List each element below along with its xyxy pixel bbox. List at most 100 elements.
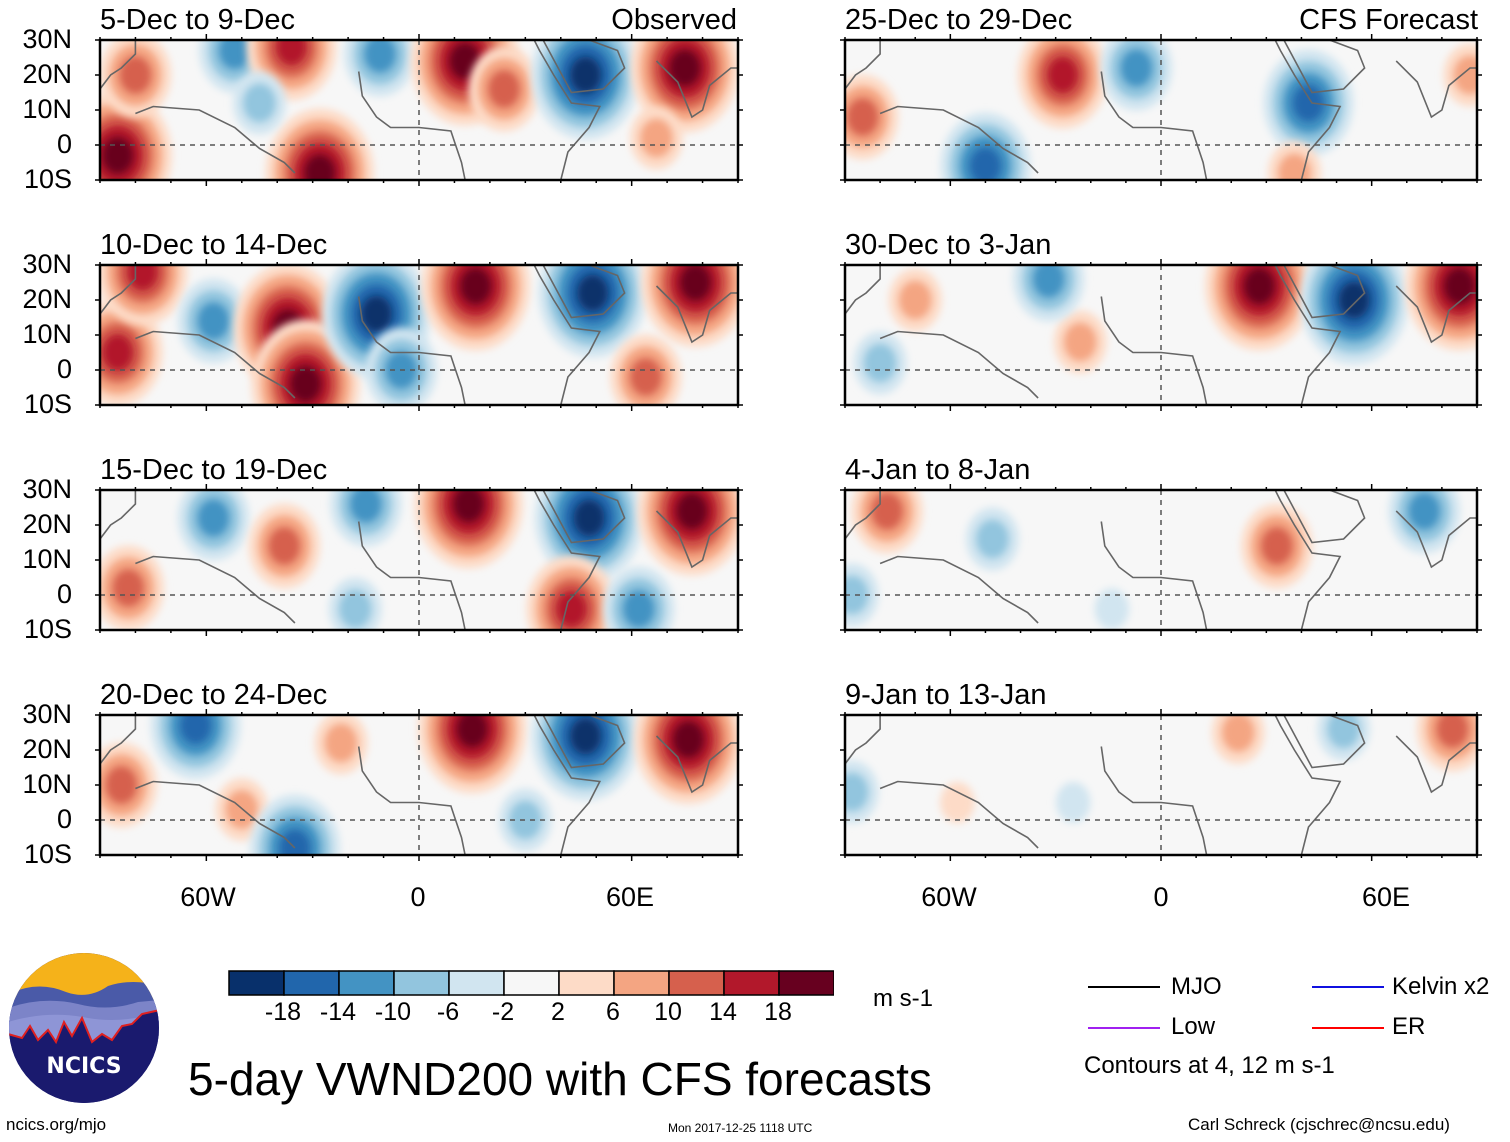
arabia-coastline — [542, 715, 626, 769]
panel-title: 9-Jan to 13-Jan — [845, 679, 1047, 711]
ncics-logo: NCICS — [9, 953, 159, 1103]
anomaly-shading — [676, 492, 708, 530]
africa-coastline — [357, 521, 466, 630]
colorbar-label: -2 — [491, 998, 515, 1026]
anomaly-shading — [460, 267, 492, 305]
colorbar-label: 2 — [551, 998, 565, 1026]
africa-coastline — [1100, 521, 1208, 630]
lat-label: 30N — [22, 699, 72, 729]
colorbar-swatch — [668, 970, 725, 996]
anomaly-shading — [180, 715, 212, 745]
colorbar — [228, 970, 834, 996]
map-panels — [95, 34, 1482, 861]
anomaly-shading — [279, 829, 311, 855]
timestamp: Mon 2017-12-25 1118 UTC — [668, 1121, 813, 1135]
africa-east-coastline — [1143, 265, 1342, 405]
main-title: 5-day VWND200 with CFS forecasts — [188, 1053, 932, 1105]
lat-label: 10N — [22, 319, 72, 349]
colorbar-swatch — [338, 970, 395, 996]
central-america-coastline — [100, 715, 137, 765]
colorbar-swatch — [448, 970, 505, 996]
lon-label: 0 — [1153, 882, 1169, 912]
colorbar-label: 6 — [606, 998, 620, 1026]
legend-er: ER — [1392, 1013, 1426, 1040]
kelvin-line-swatch — [1312, 986, 1384, 988]
map-panel — [95, 34, 743, 186]
colorbar-label: 18 — [764, 998, 792, 1026]
anomaly-shading — [1436, 715, 1469, 748]
anomaly-shading — [349, 490, 382, 523]
panel-title: 4-Jan to 8-Jan — [845, 454, 1031, 486]
anomaly-shading — [338, 589, 372, 629]
anomaly-shading — [969, 147, 1002, 180]
india-coastline — [655, 285, 738, 344]
anomaly-shading — [102, 137, 134, 174]
colorbar-swatch — [778, 970, 834, 996]
anomaly-shading — [1292, 84, 1325, 122]
observed-label: Observed — [611, 4, 737, 36]
anomaly-shading — [640, 118, 673, 158]
anomaly-shading — [871, 492, 904, 530]
anomaly-shading — [1063, 322, 1097, 362]
anomaly-shading — [622, 590, 655, 628]
central-america-coastline — [845, 265, 881, 315]
lat-label: 10S — [23, 164, 72, 194]
south-america-coastline — [879, 330, 1039, 399]
africa-east-coastline — [401, 715, 602, 855]
colorbar-label: -10 — [374, 998, 412, 1026]
author-credit: Carl Schreck (cjschrec@ncsu.edu) — [1188, 1115, 1450, 1134]
anomaly-shading — [555, 590, 588, 628]
anomaly-shading — [275, 40, 308, 66]
logo-text: NCICS — [46, 1054, 121, 1079]
anomaly-shading — [1221, 715, 1255, 752]
central-america-coastline — [100, 490, 137, 540]
africa-east-coastline — [401, 265, 602, 405]
lon-label: 60E — [605, 882, 655, 912]
lat-label: 0 — [56, 579, 72, 609]
anomaly-shading — [1094, 588, 1130, 630]
anomaly-shading — [863, 343, 897, 383]
map-panel — [840, 709, 1482, 861]
panel-title: 10-Dec to 14-Dec — [100, 229, 328, 261]
africa-coastline — [357, 296, 466, 405]
legend-mjo: MJO — [1171, 973, 1222, 1000]
units-label: m s-1 — [873, 985, 933, 1012]
colorbar-swatch — [558, 970, 615, 996]
anomaly-shading — [197, 499, 230, 537]
anomaly-shading — [1453, 55, 1477, 95]
africa-coastline — [1100, 71, 1208, 180]
anomaly-shading — [1261, 527, 1293, 565]
anomaly-shading — [577, 274, 609, 312]
africa-coastline — [1100, 746, 1208, 855]
anomaly-shading — [1056, 782, 1091, 823]
africa-coastline — [357, 71, 466, 180]
lat-label: 30N — [22, 249, 72, 279]
colorbar-label: 14 — [709, 998, 737, 1026]
africa-east-coastline — [401, 490, 602, 630]
anomaly-shading — [1443, 267, 1475, 305]
lat-label: 30N — [22, 24, 72, 54]
anomaly-shading — [112, 569, 145, 607]
website-link[interactable]: ncics.org/mjo — [6, 1115, 107, 1134]
anomaly-shading — [243, 83, 276, 123]
anomaly-shading — [845, 772, 869, 812]
anomaly-shading — [105, 766, 138, 804]
arabia-coastline — [542, 490, 626, 544]
map-panel — [840, 259, 1482, 411]
anomaly-shading — [488, 70, 520, 108]
central-america-coastline — [845, 715, 881, 765]
south-america-coastline — [135, 330, 296, 399]
africa-coastline — [357, 746, 466, 855]
south-america-coastline — [135, 555, 296, 624]
africa-east-coastline — [1143, 490, 1342, 630]
anomaly-shading — [1120, 49, 1153, 87]
arabia-coastline — [1283, 490, 1366, 544]
low-line-swatch — [1088, 1027, 1160, 1029]
anomaly-shading — [453, 490, 485, 523]
anomaly-shading — [268, 527, 301, 565]
er-line-swatch — [1312, 1027, 1384, 1029]
arabia-coastline — [1283, 40, 1366, 94]
india-coastline — [655, 510, 738, 569]
colorbar-label: -14 — [319, 998, 357, 1026]
